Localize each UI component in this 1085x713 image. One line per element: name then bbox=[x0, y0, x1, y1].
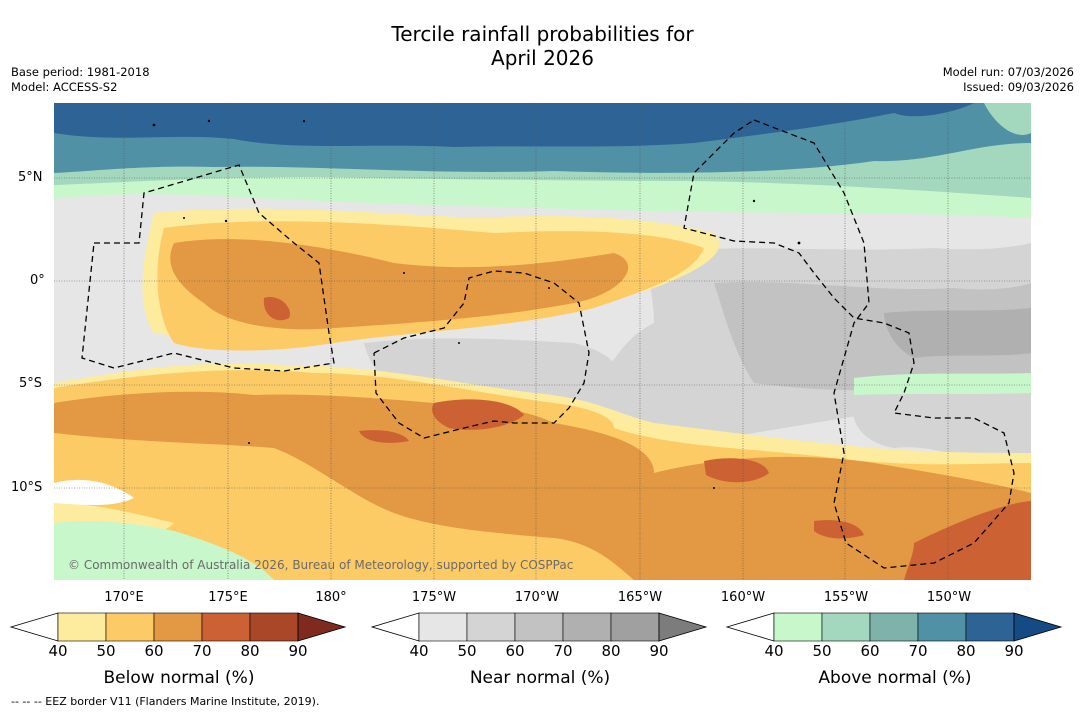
below-normal-70-south bbox=[54, 391, 1031, 580]
colorbar-below-segment bbox=[57, 612, 107, 642]
colorbar-below-tick: 60 bbox=[144, 642, 164, 660]
colorbar-above-tick: 60 bbox=[860, 642, 880, 660]
above-normal-80-north bbox=[54, 103, 974, 147]
eez-border-west bbox=[81, 164, 335, 372]
model-run: Model run: 07/03/2026 bbox=[942, 65, 1074, 79]
colorbar-below-segment bbox=[105, 612, 155, 642]
lon-label-160w: 160°W bbox=[720, 590, 766, 605]
lat-label-5s: 5°S bbox=[19, 376, 43, 391]
model-name: Model: ACCESS-S2 bbox=[11, 80, 118, 94]
colorbar-near-right-extend bbox=[658, 612, 708, 642]
colorbar-below bbox=[10, 612, 347, 642]
below-normal-80-patch-6 bbox=[904, 501, 1031, 580]
graticule bbox=[54, 103, 1031, 580]
colorbar-below-tick: 90 bbox=[288, 642, 308, 660]
below-normal-80-patch-2 bbox=[432, 399, 524, 430]
eez-border-east bbox=[683, 119, 1015, 569]
colorbar-below-segment bbox=[153, 612, 203, 642]
colorbar-below-tick: 80 bbox=[240, 642, 260, 660]
colorbar-near bbox=[371, 612, 708, 642]
colorbar-above-segment bbox=[869, 612, 919, 642]
above-normal-east-patch bbox=[984, 103, 1031, 135]
issued-date: Issued: 09/03/2026 bbox=[963, 80, 1074, 94]
lon-label-155w: 155°W bbox=[823, 590, 869, 605]
below-normal-80-patch-3 bbox=[359, 430, 409, 443]
colorbar-near-segment bbox=[418, 612, 468, 642]
colorbar-above-tick: 50 bbox=[812, 642, 832, 660]
below-normal-80-patch-4 bbox=[704, 458, 769, 483]
lon-label-165w: 165°W bbox=[617, 590, 663, 605]
below-normal-80-patch-1 bbox=[263, 297, 290, 321]
title-line-2: April 2026 bbox=[491, 46, 594, 70]
lon-label-170e: 170°E bbox=[104, 590, 144, 605]
colorbar-near-title: Near normal (%) bbox=[469, 668, 611, 688]
colorbar-below-tick: 40 bbox=[48, 642, 68, 660]
map-svg bbox=[54, 103, 1031, 580]
above-normal-50-southwest bbox=[54, 520, 274, 580]
eez-borders bbox=[81, 119, 1015, 569]
colorbar-below-tick: 70 bbox=[192, 642, 212, 660]
colorbar-near-tick: 60 bbox=[505, 642, 525, 660]
colorbar-near-segment bbox=[610, 612, 660, 642]
meta-right: Model run: 07/03/2026 Issued: 09/03/2026 bbox=[943, 65, 1074, 95]
colorbar-near-tick: 80 bbox=[601, 642, 621, 660]
colorbar-above-title: Above normal (%) bbox=[818, 668, 972, 688]
colorbar-below-tick: 50 bbox=[96, 642, 116, 660]
islands bbox=[152, 119, 801, 489]
lon-label-175w: 175°W bbox=[411, 590, 457, 605]
lon-label-170w: 170°W bbox=[514, 590, 560, 605]
probability-map bbox=[54, 103, 1031, 580]
title-line-1: Tercile rainfall probabilities for bbox=[391, 22, 694, 46]
lon-label-150w: 150°W bbox=[926, 590, 972, 605]
map-title: Tercile rainfall probabilities for April… bbox=[0, 22, 1085, 70]
lon-label-180: 180° bbox=[315, 590, 347, 605]
near-normal-60-east bbox=[714, 281, 1031, 391]
colorbar-above-right-extend bbox=[1013, 612, 1063, 642]
colorbar-below-left-extend bbox=[10, 612, 59, 642]
colorbar-above-tick: 80 bbox=[956, 642, 976, 660]
eez-border-central bbox=[373, 270, 590, 439]
colorbar-above bbox=[726, 612, 1063, 642]
colorbar-above-tick: 40 bbox=[764, 642, 784, 660]
colorbar-below-segment bbox=[249, 612, 299, 642]
colorbar-near-left-extend bbox=[371, 612, 420, 642]
above-normal-50-southeast bbox=[854, 373, 1031, 395]
copyright-notice: © Commonwealth of Australia 2026, Bureau… bbox=[68, 558, 574, 572]
colorbar-near-segment bbox=[514, 612, 564, 642]
lat-label-5n: 5°N bbox=[18, 170, 43, 185]
base-period: Base period: 1981-2018 bbox=[11, 65, 150, 79]
eez-footnote: -- -- -- EEZ border V11 (Flanders Marine… bbox=[11, 695, 320, 708]
colorbar-above-left-extend bbox=[726, 612, 775, 642]
colorbar-near-segment bbox=[466, 612, 516, 642]
colorbar-above-segment bbox=[821, 612, 871, 642]
lat-label-0: 0° bbox=[30, 273, 45, 288]
colorbar-below-title: Below normal (%) bbox=[103, 668, 255, 688]
colorbar-near-segment bbox=[562, 612, 612, 642]
lon-label-175e: 175°E bbox=[208, 590, 248, 605]
colorbar-near-tick: 70 bbox=[553, 642, 573, 660]
colorbar-above-segment bbox=[917, 612, 967, 642]
colorbar-near-tick: 50 bbox=[457, 642, 477, 660]
colorbar-below-right-extend bbox=[297, 612, 347, 642]
near-normal-70-east bbox=[884, 308, 1031, 358]
lat-label-10s: 10°S bbox=[11, 480, 43, 495]
colorbar-near-tick: 90 bbox=[649, 642, 669, 660]
white-patch-southwest bbox=[54, 479, 134, 506]
colorbar-near-tick: 40 bbox=[409, 642, 429, 660]
meta-left: Base period: 1981-2018 Model: ACCESS-S2 bbox=[11, 65, 150, 95]
colorbar-above-tick: 90 bbox=[1004, 642, 1024, 660]
below-normal-80-patch-5 bbox=[814, 520, 864, 539]
colorbar-below-segment bbox=[201, 612, 251, 642]
colorbar-above-tick: 70 bbox=[908, 642, 928, 660]
colorbar-above-segment bbox=[965, 612, 1015, 642]
colorbar-above-segment bbox=[773, 612, 823, 642]
